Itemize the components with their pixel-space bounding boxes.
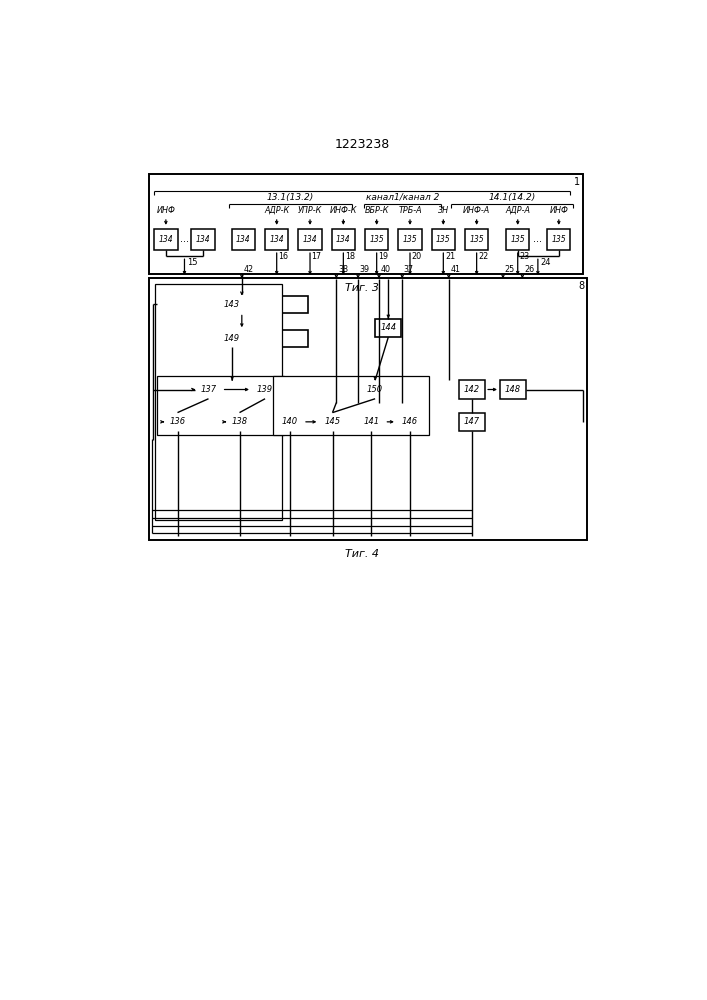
Text: 134: 134 — [158, 235, 173, 244]
Text: 21: 21 — [445, 252, 455, 261]
Text: 1: 1 — [574, 177, 580, 187]
Bar — [358, 413, 385, 431]
Text: 22: 22 — [478, 252, 489, 261]
Text: 144: 144 — [380, 323, 397, 332]
Text: 135: 135 — [469, 235, 484, 244]
Text: 138: 138 — [231, 417, 247, 426]
Text: УПР-К: УПР-К — [298, 206, 322, 215]
Text: 134: 134 — [236, 235, 251, 244]
Text: АДР-А: АДР-А — [506, 206, 530, 215]
Bar — [432, 229, 455, 250]
Text: 137: 137 — [201, 385, 216, 394]
Text: 134: 134 — [303, 235, 317, 244]
Bar — [459, 413, 485, 431]
Text: 135: 135 — [510, 235, 525, 244]
Bar — [149, 278, 587, 540]
Bar — [149, 174, 583, 274]
Bar — [195, 380, 222, 399]
Text: 19: 19 — [378, 252, 388, 261]
Text: 14.1(14.2): 14.1(14.2) — [489, 193, 535, 202]
Text: 146: 146 — [402, 417, 418, 426]
Text: 26: 26 — [524, 265, 534, 274]
Bar — [465, 229, 489, 250]
Bar — [252, 380, 279, 399]
Text: 37: 37 — [404, 265, 414, 274]
Text: 149: 149 — [224, 334, 240, 343]
Text: 40: 40 — [380, 265, 390, 274]
Text: ИНФ-А: ИНФ-А — [463, 206, 490, 215]
Text: 142: 142 — [464, 385, 480, 394]
Text: 13.1(13.2): 13.1(13.2) — [267, 193, 315, 202]
Text: 39: 39 — [360, 265, 370, 274]
Text: 38: 38 — [338, 265, 348, 274]
Text: 8: 8 — [578, 281, 585, 291]
Text: 145: 145 — [325, 417, 341, 426]
Text: 143: 143 — [224, 300, 240, 309]
Text: 134: 134 — [196, 235, 211, 244]
Text: 135: 135 — [369, 235, 384, 244]
Text: 139: 139 — [257, 385, 273, 394]
Text: ТРБ-А: ТРБ-А — [398, 206, 422, 215]
Bar — [365, 229, 388, 250]
Bar — [320, 413, 346, 431]
Text: 24: 24 — [540, 258, 551, 267]
Bar — [298, 229, 322, 250]
Bar — [265, 229, 288, 250]
Text: ИНФ: ИНФ — [549, 206, 568, 215]
Bar — [273, 376, 429, 435]
Text: 15: 15 — [187, 258, 197, 267]
Bar — [547, 229, 571, 250]
Text: 20: 20 — [411, 252, 421, 261]
Bar — [232, 229, 255, 250]
Text: Τиг. 3: Τиг. 3 — [345, 283, 379, 293]
Bar — [332, 229, 355, 250]
Text: 23: 23 — [519, 252, 530, 261]
Text: ЗН: ЗН — [438, 206, 449, 215]
Bar — [164, 413, 191, 431]
Bar — [192, 229, 215, 250]
Bar — [156, 376, 284, 435]
Bar — [155, 284, 282, 520]
Text: 140: 140 — [282, 417, 298, 426]
Bar — [276, 413, 303, 431]
Bar — [398, 229, 421, 250]
Text: 17: 17 — [312, 252, 322, 261]
Text: 148: 148 — [505, 385, 521, 394]
Bar — [375, 319, 402, 337]
Bar — [156, 330, 308, 347]
Text: 150: 150 — [367, 385, 383, 394]
Text: 134: 134 — [336, 235, 351, 244]
Text: Τиг. 4: Τиг. 4 — [345, 549, 379, 559]
Bar — [362, 380, 388, 399]
Bar — [506, 229, 530, 250]
Text: 25: 25 — [505, 265, 515, 274]
Text: АДР-К: АДР-К — [264, 206, 289, 215]
Text: ...: ... — [533, 234, 542, 244]
Text: 136: 136 — [170, 417, 185, 426]
Text: 135: 135 — [551, 235, 566, 244]
Bar — [397, 413, 423, 431]
Text: 42: 42 — [243, 265, 254, 274]
Bar — [459, 380, 485, 399]
Bar — [226, 413, 252, 431]
Text: 41: 41 — [450, 265, 460, 274]
Text: 147: 147 — [464, 417, 480, 426]
Bar — [154, 229, 177, 250]
Text: 135: 135 — [403, 235, 417, 244]
Text: 18: 18 — [345, 252, 355, 261]
Text: ИНФ-К: ИНФ-К — [329, 206, 357, 215]
Text: канал1/канал 2: канал1/канал 2 — [366, 193, 439, 202]
Text: ...: ... — [180, 234, 189, 244]
Bar — [500, 380, 526, 399]
Text: 141: 141 — [363, 417, 380, 426]
Text: ВБР-К: ВБР-К — [365, 206, 389, 215]
Text: 16: 16 — [279, 252, 288, 261]
Text: 135: 135 — [436, 235, 450, 244]
Text: 1223238: 1223238 — [334, 138, 390, 151]
Text: ИНФ: ИНФ — [156, 206, 175, 215]
Text: 134: 134 — [269, 235, 284, 244]
Bar — [156, 296, 308, 312]
